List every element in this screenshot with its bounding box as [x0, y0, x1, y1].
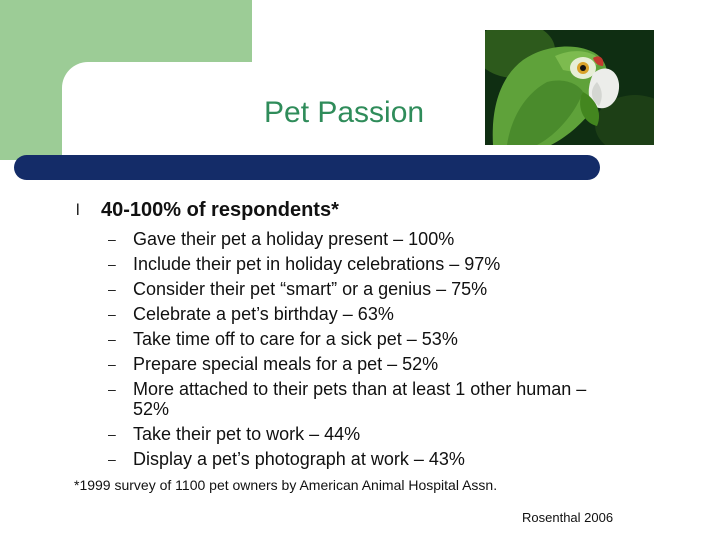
list-item-text: Include their pet in holiday celebration… — [133, 254, 501, 274]
source-credit: Rosenthal 2006 — [522, 510, 614, 525]
list-item: – More attached to their pets than at le… — [108, 379, 588, 419]
dash-marker: – — [108, 426, 116, 442]
main-bullet-marker: l — [76, 202, 80, 219]
sub-bullet-list: – Gave their pet a holiday present – 100… — [108, 229, 588, 474]
slide-title: Pet Passion — [264, 96, 425, 129]
list-item: – Prepare special meals for a pet – 52% — [108, 354, 588, 374]
list-item-text: Gave their pet a holiday present – 100% — [133, 229, 455, 249]
list-item-text: Display a pet’s photograph at work – 43% — [133, 449, 465, 469]
dash-marker: – — [108, 281, 116, 297]
list-item: – Display a pet’s photograph at work – 4… — [108, 449, 588, 469]
list-item: – Celebrate a pet’s birthday – 63% — [108, 304, 588, 324]
dash-marker: – — [108, 381, 116, 397]
survey-footnote: *1999 survey of 1100 pet owners by Ameri… — [74, 477, 498, 493]
list-item-text: Take time off to care for a sick pet – 5… — [133, 329, 458, 349]
title-divider-bar — [14, 155, 600, 180]
list-item-text: Take their pet to work – 44% — [133, 424, 361, 444]
list-item-text: Consider their pet “smart” or a genius –… — [133, 279, 488, 299]
dash-marker: – — [108, 331, 116, 347]
list-item-text: Celebrate a pet’s birthday – 63% — [133, 304, 394, 324]
parrot-photo — [485, 30, 654, 145]
main-bullet-text: 40-100% of respondents* — [101, 199, 339, 221]
dash-marker: – — [108, 306, 116, 322]
list-item: – Take their pet to work – 44% — [108, 424, 588, 444]
list-item: – Consider their pet “smart” or a genius… — [108, 279, 588, 299]
dash-marker: – — [108, 356, 116, 372]
dash-marker: – — [108, 451, 116, 467]
list-item: – Take time off to care for a sick pet –… — [108, 329, 588, 349]
list-item-text: Prepare special meals for a pet – 52% — [133, 354, 439, 374]
list-item: – Include their pet in holiday celebrati… — [108, 254, 588, 274]
list-item-text: More attached to their pets than at leas… — [133, 379, 587, 419]
dash-marker: – — [108, 231, 116, 247]
dash-marker: – — [108, 256, 116, 272]
list-item: – Gave their pet a holiday present – 100… — [108, 229, 588, 249]
